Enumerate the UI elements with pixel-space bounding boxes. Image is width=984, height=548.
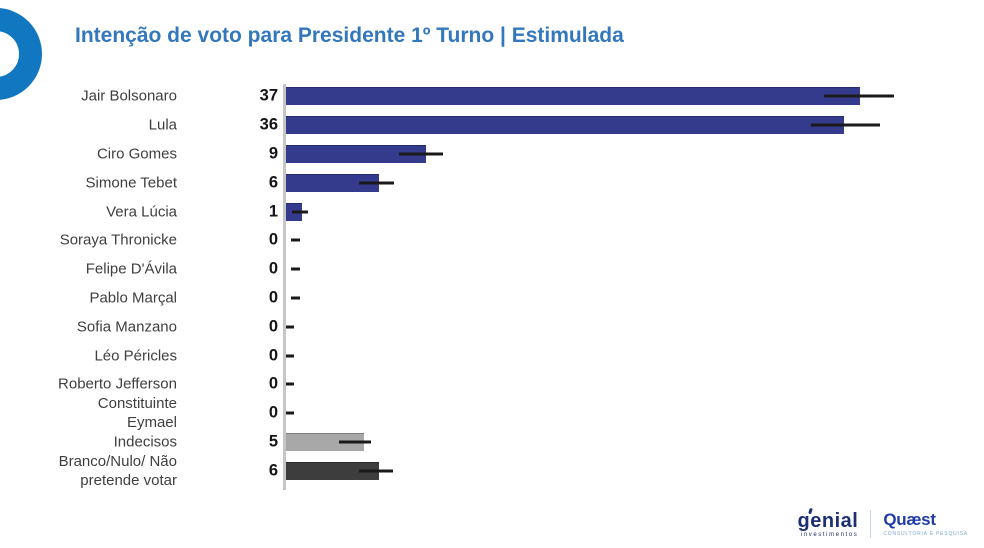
row-plot-area <box>286 197 984 226</box>
value-label: 0 <box>268 403 278 422</box>
row-plot-area <box>286 168 984 197</box>
bar-chart: Jair Bolsonaro 37 Lula 36 Ciro Gomes 9 S… <box>0 82 984 492</box>
value-label: 5 <box>268 432 278 451</box>
row-plot-area <box>286 111 984 140</box>
category-label: Léo Péricles <box>94 347 177 365</box>
bar <box>286 173 379 192</box>
value-label: 9 <box>268 144 278 163</box>
row-plot-area <box>286 226 984 255</box>
chart-row: Soraya Thronicke 0 <box>0 226 984 255</box>
value-label: 0 <box>268 230 278 249</box>
value-label: 0 <box>268 259 278 278</box>
footer-logos: genial investimentos Quæst CONSULTORIA E… <box>797 507 968 538</box>
category-label: Indecisos <box>113 433 177 451</box>
value-label: 1 <box>268 202 278 221</box>
chart-title: Intenção de voto para Presidente 1º Turn… <box>75 24 624 47</box>
error-bar <box>286 382 294 386</box>
category-label: Pablo Marçal <box>89 289 177 307</box>
chart-row: Vera Lúcia 1 <box>0 197 984 226</box>
category-label: Sofia Manzano <box>76 318 177 336</box>
error-bar <box>358 181 395 185</box>
row-plot-area <box>286 399 984 428</box>
chart-row: Sofia Manzano 0 <box>0 312 984 341</box>
row-plot-area <box>286 456 984 485</box>
genial-wordmark: genial <box>797 509 859 532</box>
value-label: 36 <box>259 115 278 134</box>
category-label: Vera Lúcia <box>106 203 177 221</box>
error-bar <box>286 325 294 329</box>
value-label: 37 <box>259 86 278 105</box>
error-bar <box>399 152 443 156</box>
chart-row: Lula 36 <box>0 111 984 140</box>
chart-row: Léo Péricles 0 <box>0 341 984 370</box>
category-label: Branco/Nulo/ Não pretende votar <box>58 452 177 489</box>
error-bar <box>286 354 294 358</box>
chart-row: Indecisos 5 <box>0 428 984 457</box>
category-label: Ciro Gomes <box>96 145 177 163</box>
quaest-subtext: CONSULTORIA E PESQUISA <box>883 531 968 537</box>
chart-row: Felipe D'Ávila 0 <box>0 255 984 284</box>
value-label: 6 <box>268 461 278 480</box>
quaest-wordmark: Quæst <box>883 510 936 529</box>
category-label: Jair Bolsonaro <box>81 87 177 105</box>
y-axis-line <box>283 84 286 490</box>
chart-rows: Jair Bolsonaro 37 Lula 36 Ciro Gomes 9 S… <box>0 82 984 489</box>
category-label: Simone Tebet <box>85 174 177 192</box>
bar <box>286 87 860 106</box>
category-label: Constituinte Eymael <box>97 395 177 432</box>
value-label: 6 <box>268 173 278 192</box>
quaest-logo: Quæst CONSULTORIA E PESQUISA <box>883 510 968 538</box>
category-label: Roberto Jefferson <box>58 375 177 393</box>
row-plot-area <box>286 255 984 284</box>
chart-row: Roberto Jefferson 0 <box>0 370 984 399</box>
chart-row: Jair Bolsonaro 37 <box>0 82 984 111</box>
chart-row: Simone Tebet 6 <box>0 168 984 197</box>
bar <box>286 144 426 163</box>
error-bar <box>286 411 294 415</box>
error-bar <box>290 296 300 300</box>
error-bar <box>292 210 308 214</box>
value-label: 0 <box>268 346 278 365</box>
bar <box>286 432 364 451</box>
row-plot-area <box>286 341 984 370</box>
error-bar <box>358 469 393 473</box>
error-bar <box>338 440 372 444</box>
value-label: 0 <box>268 288 278 307</box>
value-label: 0 <box>268 317 278 336</box>
error-bar <box>290 267 300 271</box>
category-label: Soraya Thronicke <box>59 231 177 249</box>
row-plot-area <box>286 82 984 111</box>
row-plot-area <box>286 140 984 169</box>
category-label: Felipe D'Ávila <box>85 260 177 278</box>
row-plot-area <box>286 312 984 341</box>
bar <box>286 116 844 135</box>
chart-row: Pablo Marçal 0 <box>0 284 984 313</box>
chart-row: Ciro Gomes 9 <box>0 140 984 169</box>
error-bar <box>823 94 894 98</box>
genial-subtext: investimentos <box>800 531 859 538</box>
logo-divider <box>870 510 872 538</box>
genial-logo: genial investimentos <box>797 507 859 538</box>
row-plot-area <box>286 428 984 457</box>
error-bar <box>811 123 880 127</box>
category-label: Lula <box>148 116 177 134</box>
bar <box>286 461 379 480</box>
chart-row: Branco/Nulo/ Não pretende votar 6 <box>0 453 984 489</box>
value-label: 0 <box>268 374 278 393</box>
row-plot-area <box>286 284 984 313</box>
row-plot-area <box>286 370 984 399</box>
error-bar <box>290 238 300 242</box>
chart-row: Constituinte Eymael 0 <box>0 395 984 431</box>
